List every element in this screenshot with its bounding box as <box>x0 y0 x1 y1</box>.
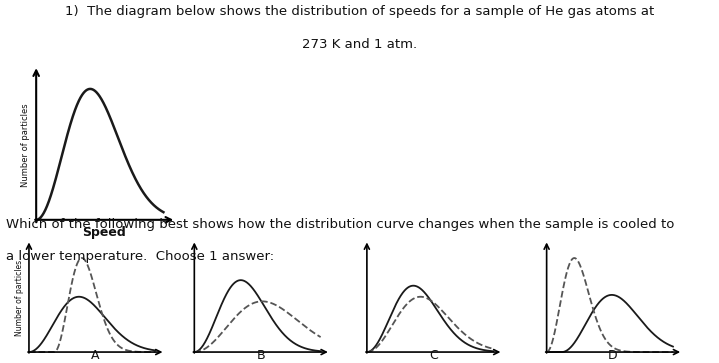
Text: C: C <box>429 349 438 362</box>
Text: 273 K and 1 atm.: 273 K and 1 atm. <box>302 38 417 51</box>
Text: 1)  The diagram below shows the distribution of speeds for a sample of He gas at: 1) The diagram below shows the distribut… <box>65 5 654 19</box>
X-axis label: Speed: Speed <box>83 227 126 240</box>
Text: A: A <box>91 349 99 362</box>
Y-axis label: Number of particles: Number of particles <box>21 103 29 187</box>
Text: Which of the following best shows how the distribution curve changes when the sa: Which of the following best shows how th… <box>6 218 674 231</box>
Text: a lower temperature.  Choose 1 answer:: a lower temperature. Choose 1 answer: <box>6 250 274 264</box>
Text: D: D <box>608 349 618 362</box>
Y-axis label: Number of particles: Number of particles <box>15 260 24 336</box>
Text: B: B <box>257 349 265 362</box>
